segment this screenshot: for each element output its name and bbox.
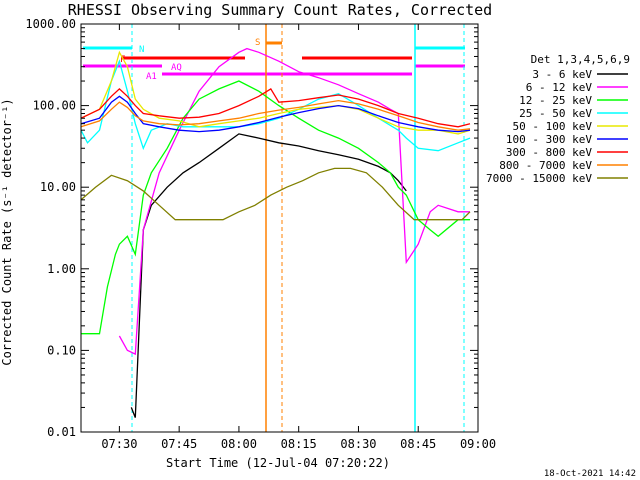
- series-100-300-kev: [80, 95, 471, 133]
- y-tick-label: 0.10: [47, 343, 76, 357]
- legend-label: 12 - 25 keV: [519, 94, 592, 107]
- legend-label: 3 - 6 keV: [532, 68, 592, 81]
- x-tick-label: 08:30: [340, 437, 376, 451]
- series-7000-15000-kev: [80, 167, 471, 221]
- legend-label: 50 - 100 keV: [513, 120, 593, 133]
- x-tick-label: 09:00: [460, 437, 496, 451]
- x-axis-label: Start Time (12-Jul-04 07:20:22): [166, 456, 390, 470]
- annotation-label: S: [255, 38, 260, 48]
- series-300-800-kev: [80, 88, 471, 128]
- series-800-7000-kev: [80, 99, 471, 131]
- legend-title: Det 1,3,4,5,6,9: [531, 53, 630, 66]
- annotation-label: F: [120, 55, 125, 65]
- x-tick-label: 08:45: [400, 437, 436, 451]
- y-tick-label: 10.00: [40, 180, 76, 194]
- series-12-25-kev: [81, 80, 470, 335]
- legend-label: 7000 - 15000 keV: [486, 172, 592, 185]
- chart-title: RHESSI Observing Summary Count Rates, Co…: [68, 1, 492, 19]
- legend-label: 300 - 800 keV: [506, 146, 592, 159]
- legend-label: 100 - 300 keV: [506, 133, 592, 146]
- series-3-6-kev: [130, 133, 407, 418]
- x-tick-label: 07:45: [161, 437, 197, 451]
- x-tick-label: 07:30: [101, 437, 137, 451]
- y-tick-label: 0.01: [47, 425, 76, 439]
- legend-label: 800 - 7000 keV: [499, 159, 592, 172]
- y-axis-label: Corrected Count Rate (s⁻¹ detector⁻¹): [0, 98, 14, 365]
- timestamp: 18-Oct-2021 14:42: [544, 469, 636, 479]
- x-tick-label: 08:00: [221, 437, 257, 451]
- x-axis: 07:30 07:45 08:00 08:15 08:30 08:45 09:00: [101, 24, 496, 451]
- plot-area: N F AQ A1 S: [80, 23, 479, 433]
- annotation-label: N: [139, 45, 144, 55]
- legend-label: 25 - 50 keV: [519, 107, 592, 120]
- y-tick-label: 1000.00: [25, 17, 76, 31]
- y-axis: 0.01 0.10 1.00 10.00 100.00 1000.00: [25, 17, 478, 439]
- legend-label: 6 - 12 keV: [526, 81, 593, 94]
- plot-frame: [80, 23, 479, 433]
- y-tick-label: 1.00: [47, 262, 76, 276]
- annotation-label: AQ: [171, 63, 182, 73]
- series-50-100-kev: [80, 50, 471, 135]
- x-tick-label: 08:15: [281, 437, 317, 451]
- series-6-12-kev: [118, 47, 470, 356]
- annotation-label: A1: [146, 72, 157, 82]
- y-tick-label: 100.00: [33, 99, 76, 113]
